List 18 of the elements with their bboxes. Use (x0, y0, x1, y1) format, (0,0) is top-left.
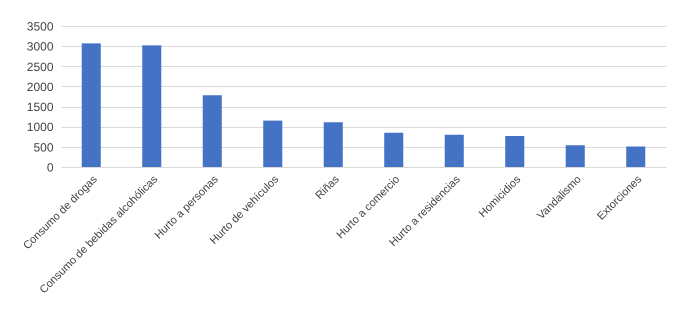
bar (82, 43, 101, 167)
bar (324, 122, 343, 167)
bar (202, 95, 222, 167)
bar (626, 146, 646, 167)
y-tick-label: 1000 (26, 120, 54, 134)
bar (444, 134, 464, 167)
y-tick-label: 3500 (26, 20, 54, 34)
bar (142, 45, 162, 167)
bar (263, 120, 282, 167)
y-tick-label: 500 (33, 140, 54, 154)
y-tick-label: 3000 (26, 40, 54, 54)
y-tick-label: 1500 (26, 100, 54, 114)
y-tick-label: 2500 (26, 60, 54, 74)
y-tick-label: 0 (46, 160, 54, 174)
bar (505, 136, 524, 167)
y-tick-label: 2000 (26, 80, 54, 94)
bar (566, 145, 585, 167)
bar (384, 132, 404, 167)
